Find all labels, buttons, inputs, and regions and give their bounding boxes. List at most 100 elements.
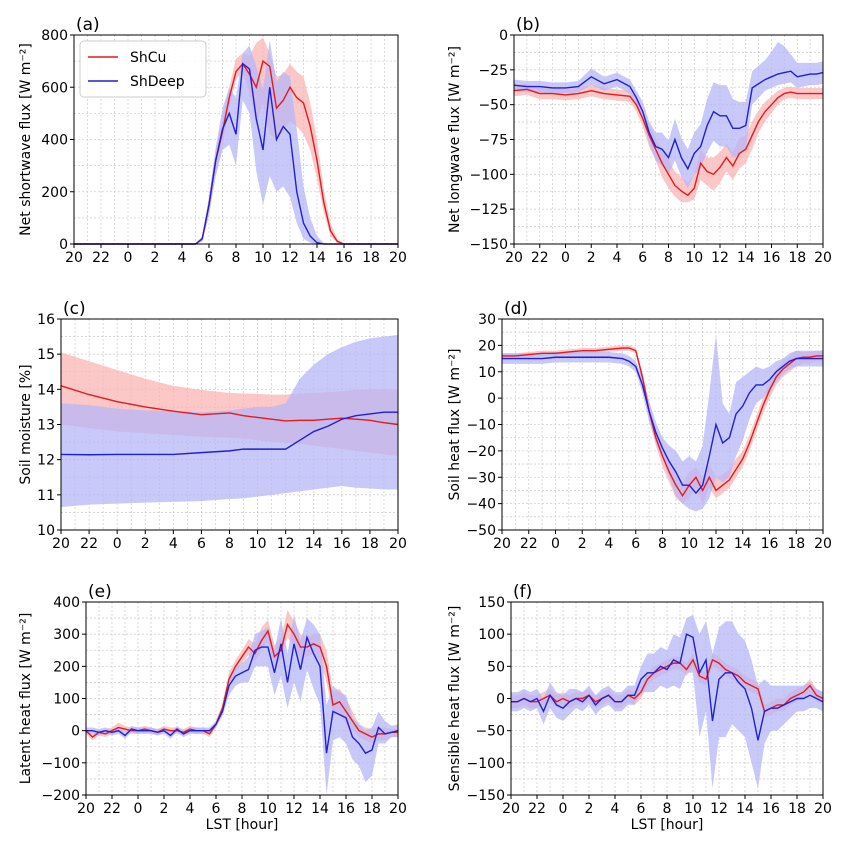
x-tick-label: 12 bbox=[277, 536, 295, 552]
x-tick-label: 16 bbox=[337, 801, 355, 817]
y-tick-label: 13 bbox=[37, 418, 55, 434]
band-shdeep bbox=[61, 334, 398, 508]
x-tick-label: 20 bbox=[493, 536, 511, 552]
x-tick-label: 14 bbox=[311, 801, 329, 817]
x-tick-label: 20 bbox=[505, 250, 523, 266]
y-tick-label: 0 bbox=[499, 28, 508, 44]
x-tick-label: 4 bbox=[613, 250, 622, 266]
band-shdeep bbox=[514, 41, 823, 189]
y-tick-label: −150 bbox=[470, 237, 508, 253]
x-tick-label: 4 bbox=[178, 250, 187, 266]
y-tick-label: 200 bbox=[53, 659, 80, 675]
x-tick-label: 8 bbox=[664, 250, 673, 266]
x-tick-label: 0 bbox=[559, 801, 568, 817]
band-shcu bbox=[74, 37, 398, 244]
x-tick-label: 20 bbox=[389, 536, 407, 552]
x-tick-label: 4 bbox=[169, 536, 178, 552]
legend-frame bbox=[79, 40, 207, 98]
x-tick-label: 8 bbox=[232, 250, 241, 266]
x-tick-label: 10 bbox=[685, 250, 703, 266]
y-tick-label: 200 bbox=[41, 185, 68, 201]
x-tick-label: 20 bbox=[65, 250, 83, 266]
series-line-shdeep bbox=[513, 70, 824, 171]
x-tick-label: 14 bbox=[737, 250, 755, 266]
x-tick-label: 16 bbox=[333, 536, 351, 552]
x-tick-label: 12 bbox=[711, 250, 729, 266]
x-tick-label: 0 bbox=[124, 250, 133, 266]
x-tick-label: 0 bbox=[551, 536, 560, 552]
panel-label: (f) bbox=[513, 582, 532, 602]
panel-label: (c) bbox=[63, 299, 86, 319]
x-tick-label: 10 bbox=[254, 250, 272, 266]
legend-label-shcu: ShCu bbox=[130, 50, 166, 66]
x-tick-label: 12 bbox=[285, 801, 303, 817]
y-tick-label: 10 bbox=[37, 523, 55, 539]
y-tick-label: 10 bbox=[478, 365, 496, 381]
x-tick-label: 6 bbox=[205, 250, 214, 266]
x-tick-label: 18 bbox=[363, 801, 381, 817]
panel-label: (d) bbox=[504, 299, 528, 319]
y-tick-label: 600 bbox=[41, 80, 68, 96]
y-tick-label: 15 bbox=[37, 347, 55, 363]
y-tick-label: 0 bbox=[71, 724, 80, 740]
x-tick-label: 4 bbox=[611, 801, 620, 817]
panel-d: 20 22 0 2 4 6 8 10 12 14 16 18 20−50−40−30−20−100102… bbox=[447, 299, 832, 552]
y-tick-label: 400 bbox=[53, 595, 80, 611]
panel-b: 20 22 0 2 4 6 8 10 12 14 16 18 20−150−125−100−75−50−… bbox=[447, 15, 832, 266]
x-axis-label: LST [hour] bbox=[631, 817, 704, 833]
y-tick-label: −125 bbox=[470, 202, 508, 218]
y-tick-label: 0 bbox=[487, 391, 496, 407]
x-tick-label: 2 bbox=[151, 250, 160, 266]
y-tick-label: 300 bbox=[53, 627, 80, 643]
panel-e: 20 22 0 2 4 6 8 10 12 14 16 18 20−200−10001002003004… bbox=[18, 582, 407, 833]
y-tick-label: −100 bbox=[42, 756, 80, 772]
legend-label-shdeep: ShDeep bbox=[130, 74, 185, 90]
x-tick-label: 8 bbox=[238, 801, 247, 817]
y-tick-label: 0 bbox=[496, 692, 505, 708]
x-tick-label: 20 bbox=[389, 250, 407, 266]
x-tick-label: 0 bbox=[561, 250, 570, 266]
y-tick-label: −40 bbox=[466, 497, 496, 513]
y-tick-label: −10 bbox=[466, 418, 496, 434]
x-tick-label: 12 bbox=[281, 250, 299, 266]
x-tick-label: 18 bbox=[361, 536, 379, 552]
x-axis-label: LST [hour] bbox=[206, 817, 279, 833]
x-tick-label: 20 bbox=[814, 536, 832, 552]
y-axis-label: Sensible heat flux [W m⁻²] bbox=[447, 606, 463, 792]
y-tick-label: 12 bbox=[37, 453, 55, 469]
y-axis-label: Latent heat flux [W m⁻²] bbox=[18, 613, 34, 785]
series-line-shcu bbox=[513, 88, 823, 197]
legend: ShCu ShDeep bbox=[79, 40, 207, 98]
y-tick-label: 100 bbox=[478, 627, 505, 643]
panel-label: (e) bbox=[88, 582, 112, 602]
y-tick-label: −25 bbox=[478, 63, 508, 79]
x-tick-label: 14 bbox=[736, 801, 754, 817]
band-shdeep bbox=[511, 614, 823, 789]
x-tick-label: 22 bbox=[103, 801, 121, 817]
band-shcu bbox=[514, 83, 823, 203]
x-tick-label: 22 bbox=[80, 536, 98, 552]
x-tick-label: 12 bbox=[707, 536, 725, 552]
x-tick-label: 20 bbox=[814, 250, 832, 266]
panel-label: (a) bbox=[76, 15, 100, 35]
x-tick-label: 10 bbox=[249, 536, 267, 552]
x-tick-label: 18 bbox=[362, 250, 380, 266]
y-tick-label: −50 bbox=[475, 724, 505, 740]
x-tick-label: 4 bbox=[186, 801, 195, 817]
y-tick-label: −100 bbox=[467, 756, 505, 772]
y-axis-label: Soil moisture [%] bbox=[18, 364, 34, 484]
x-tick-label: 10 bbox=[680, 536, 698, 552]
x-tick-label: 20 bbox=[77, 801, 95, 817]
y-tick-label: 50 bbox=[487, 659, 505, 675]
band-shdeep bbox=[74, 40, 398, 244]
panel-a: 20 22 0 2 4 6 8 10 12 14 16 18 200200400600800(a)Net… bbox=[18, 15, 407, 266]
x-tick-label: 20 bbox=[502, 801, 520, 817]
y-tick-label: 0 bbox=[59, 237, 68, 253]
x-tick-label: 18 bbox=[788, 250, 806, 266]
y-tick-label: −20 bbox=[466, 444, 496, 460]
x-tick-label: 10 bbox=[684, 801, 702, 817]
x-tick-label: 12 bbox=[710, 801, 728, 817]
x-tick-label: 10 bbox=[259, 801, 277, 817]
x-tick-label: 2 bbox=[587, 250, 596, 266]
